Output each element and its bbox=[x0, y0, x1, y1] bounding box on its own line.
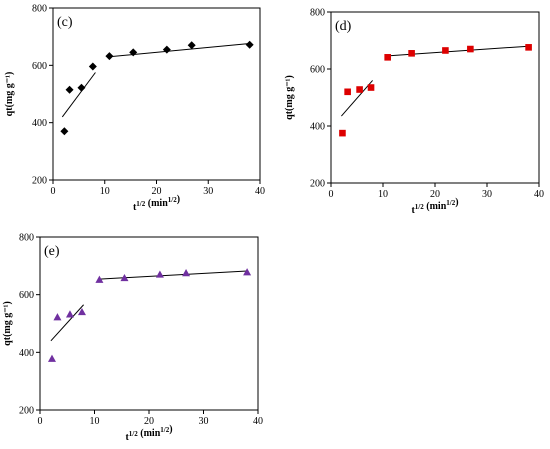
data-point bbox=[95, 275, 104, 283]
data-point bbox=[525, 44, 532, 51]
data-point bbox=[47, 354, 56, 362]
x-tick-label: 10 bbox=[90, 416, 100, 427]
fit-line bbox=[109, 43, 250, 58]
x-tick-label: 30 bbox=[199, 416, 209, 427]
x-tick-label: 10 bbox=[378, 189, 388, 200]
x-tick-label: 30 bbox=[203, 186, 213, 197]
fit-line bbox=[99, 270, 248, 280]
y-tick-label: 800 bbox=[310, 8, 325, 19]
data-point bbox=[245, 40, 254, 49]
x-axis-label: t1/2 (min1/2) bbox=[125, 424, 172, 443]
y-tick-label: 200 bbox=[32, 176, 47, 187]
panel-tag: (e) bbox=[44, 244, 60, 259]
x-tick-label: 40 bbox=[534, 189, 544, 200]
data-point bbox=[408, 50, 415, 57]
data-point bbox=[187, 41, 196, 50]
data-point bbox=[182, 269, 191, 277]
y-tick-label: 600 bbox=[19, 290, 34, 301]
y-axis-label: qt(mg g⁻¹) bbox=[2, 301, 13, 346]
fit-line bbox=[341, 80, 373, 117]
data-point bbox=[105, 52, 114, 61]
x-tick-label: 30 bbox=[482, 189, 492, 200]
panel-tag: (c) bbox=[57, 15, 73, 30]
x-tick-label: 20 bbox=[430, 189, 440, 200]
y-tick-label: 400 bbox=[19, 348, 34, 359]
y-axis-label: qt(mg g⁻¹) bbox=[284, 75, 295, 120]
y-tick-label: 400 bbox=[32, 118, 47, 129]
y-tick-label: 400 bbox=[310, 122, 325, 133]
data-point bbox=[384, 54, 391, 61]
y-axis-label: qt(mg g⁻¹) bbox=[4, 72, 15, 117]
x-tick-label: 40 bbox=[253, 416, 263, 427]
x-tick-label: 0 bbox=[329, 189, 334, 200]
chart-panel-e: 0 10 20 30 40 200 400 600 800 t1/2 (min1/2) qt(mg … bbox=[2, 233, 263, 444]
x-tick-label: 0 bbox=[51, 186, 56, 197]
plot-frame bbox=[52, 7, 261, 181]
x-tick-label: 20 bbox=[144, 416, 154, 427]
data-point bbox=[344, 88, 351, 96]
data-point bbox=[155, 270, 164, 278]
data-point bbox=[120, 273, 129, 282]
x-tick-label: 40 bbox=[255, 186, 265, 197]
fit-line bbox=[61, 72, 96, 118]
data-point bbox=[53, 313, 62, 321]
x-tick-label: 0 bbox=[38, 416, 43, 427]
data-point bbox=[88, 62, 97, 71]
panel-tag: (d) bbox=[335, 19, 352, 34]
chart-panel-c: 0 10 20 30 40 200 400 600 800 t1/2 (min1/2) qt(mg … bbox=[4, 4, 265, 214]
y-tick-label: 200 bbox=[19, 406, 34, 417]
chart-panel-d: 0 10 20 30 40 200 400 600 800 t1/2 (min1/2) qt(mg … bbox=[284, 8, 544, 217]
x-tick-label: 20 bbox=[152, 186, 162, 197]
data-point bbox=[77, 83, 86, 92]
y-tick-label: 800 bbox=[32, 4, 47, 15]
data-point bbox=[442, 47, 449, 54]
data-point bbox=[367, 84, 375, 91]
data-point bbox=[467, 45, 474, 53]
data-point bbox=[243, 268, 252, 276]
fit-line bbox=[50, 304, 84, 342]
x-axis-label: t1/2 (min1/2) bbox=[411, 197, 458, 216]
data-point bbox=[162, 45, 171, 54]
data-point bbox=[65, 85, 74, 94]
data-point bbox=[60, 127, 69, 136]
data-point bbox=[77, 307, 86, 316]
data-point bbox=[65, 310, 74, 318]
y-tick-label: 600 bbox=[32, 61, 47, 72]
data-point bbox=[339, 129, 346, 137]
x-tick-label: 10 bbox=[100, 186, 110, 197]
y-tick-label: 600 bbox=[310, 65, 325, 76]
data-point bbox=[129, 48, 138, 57]
x-axis-label: t1/2 (min1/2) bbox=[133, 194, 180, 213]
y-tick-label: 800 bbox=[19, 233, 34, 244]
y-tick-label: 200 bbox=[310, 179, 325, 190]
plot-frame bbox=[330, 11, 540, 184]
data-point bbox=[356, 86, 363, 93]
plot-frame bbox=[39, 236, 259, 411]
